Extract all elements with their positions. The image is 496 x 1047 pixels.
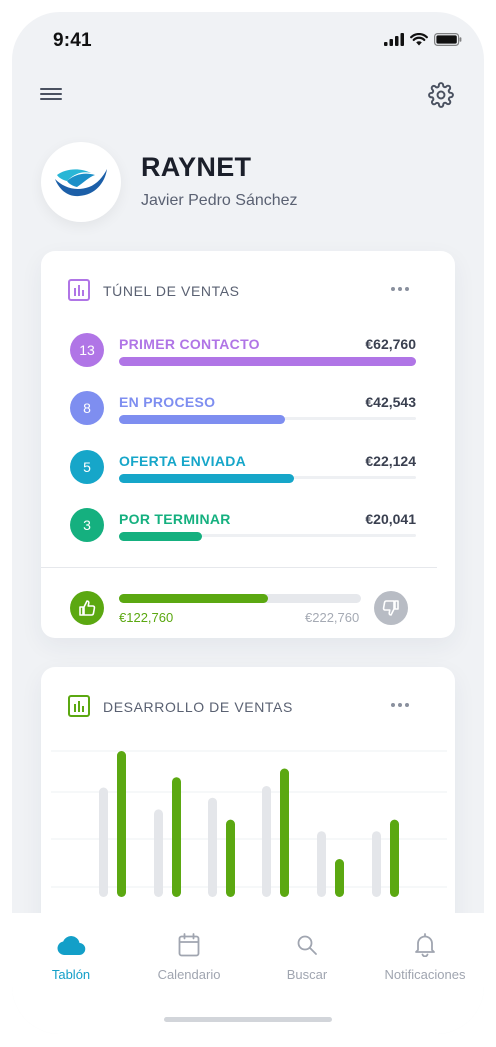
- stage-count-badge: 5: [70, 450, 104, 484]
- bell-icon: [415, 933, 435, 957]
- funnel-stage[interactable]: 13 PRIMER CONTACTO €62,760: [70, 333, 416, 373]
- stage-label: POR TERMINAR: [119, 511, 231, 527]
- chart-bar-previous[interactable]: [317, 831, 326, 897]
- funnel-stage[interactable]: 3 POR TERMINAR €20,041: [70, 508, 416, 548]
- nav-tab-tablon[interactable]: Tablón: [16, 931, 126, 982]
- nav-label: Calendario: [157, 967, 221, 982]
- divider: [41, 567, 437, 568]
- chart-bar-current[interactable]: [117, 751, 126, 897]
- hamburger-menu-icon[interactable]: [39, 85, 63, 105]
- company-name: RAYNET: [141, 152, 252, 182]
- chart-bar-previous[interactable]: [99, 787, 108, 898]
- won-progress-fill: [119, 594, 268, 603]
- stage-count-badge: 8: [70, 391, 104, 425]
- stage-progress-fill: [119, 415, 285, 424]
- stage-count-badge: 3: [70, 508, 104, 542]
- stage-label: EN PROCESO: [119, 394, 216, 410]
- chart-bar-previous[interactable]: [208, 797, 217, 897]
- company-logo: [41, 142, 121, 222]
- nav-tab-calendario[interactable]: Calendario: [134, 931, 244, 982]
- nav-tab-buscar[interactable]: Buscar: [252, 931, 362, 982]
- stage-amount: €62,760: [365, 336, 416, 352]
- total-amount: €222,760: [305, 610, 360, 625]
- chart-bar-previous[interactable]: [262, 786, 271, 897]
- thumbs-down-icon[interactable]: [374, 591, 408, 625]
- stage-count-badge: 13: [70, 333, 104, 367]
- won-amount: €122,760: [119, 610, 174, 625]
- wifi-icon: [410, 33, 428, 46]
- chart-bar-previous[interactable]: [154, 809, 163, 897]
- stage-label: OFERTA ENVIADA: [119, 453, 247, 469]
- sales-funnel-card: TÚNEL DE VENTAS 13 PRIMER CONTACTO €62,760…: [41, 251, 455, 638]
- status-icons: [384, 33, 462, 46]
- stage-progress-fill: [119, 357, 416, 366]
- funnel-stage[interactable]: 5 OFERTA ENVIADA €22,124: [70, 450, 416, 490]
- raynet-logo-icon: [55, 169, 107, 197]
- stage-amount: €42,543: [365, 394, 416, 410]
- search-icon: [297, 935, 317, 955]
- status-time: 9:41: [53, 30, 92, 51]
- nav-label: Buscar: [286, 967, 328, 982]
- stage-progress-fill: [119, 532, 202, 541]
- thumbs-up-icon[interactable]: [70, 591, 104, 625]
- chart-bar-current[interactable]: [390, 819, 399, 897]
- stage-progress-fill: [119, 474, 294, 483]
- signal-icon: [384, 33, 404, 46]
- bar-chart-icon: [68, 695, 90, 717]
- cloud-icon: [57, 936, 86, 956]
- stage-label: PRIMER CONTACTO: [119, 336, 260, 352]
- bottom-navigation: Tablón Calendario Buscar: [12, 913, 484, 1034]
- stage-amount: €22,124: [365, 453, 416, 469]
- user-name: Javier Pedro Sánchez: [141, 192, 298, 209]
- chart-bar-current[interactable]: [226, 819, 235, 897]
- funnel-more-icon[interactable]: [391, 287, 409, 291]
- chart-bar-previous[interactable]: [372, 831, 381, 897]
- development-title: DESARROLLO DE VENTAS: [103, 699, 293, 715]
- nav-tab-notificaciones[interactable]: Notificaciones: [370, 931, 480, 982]
- development-more-icon[interactable]: [391, 703, 409, 707]
- calendar-icon: [178, 933, 200, 957]
- nav-label: Notificaciones: [384, 967, 466, 982]
- phone-screen: 9:41: [12, 12, 484, 1034]
- battery-icon: [434, 33, 462, 46]
- stage-amount: €20,041: [365, 511, 416, 527]
- chart-bar-current[interactable]: [280, 768, 289, 897]
- nav-label: Tablón: [51, 967, 91, 982]
- sales-development-chart: [51, 750, 447, 898]
- home-indicator[interactable]: [164, 1017, 332, 1022]
- status-bar: 9:41: [12, 12, 484, 70]
- funnel-chart-icon: [68, 279, 90, 301]
- stage-progress-track: [119, 534, 416, 537]
- chart-bar-current[interactable]: [172, 777, 181, 897]
- gear-icon[interactable]: [428, 82, 454, 108]
- funnel-stage[interactable]: 8 EN PROCESO €42,543: [70, 391, 416, 431]
- funnel-title: TÚNEL DE VENTAS: [103, 283, 240, 299]
- chart-bar-current[interactable]: [335, 859, 344, 897]
